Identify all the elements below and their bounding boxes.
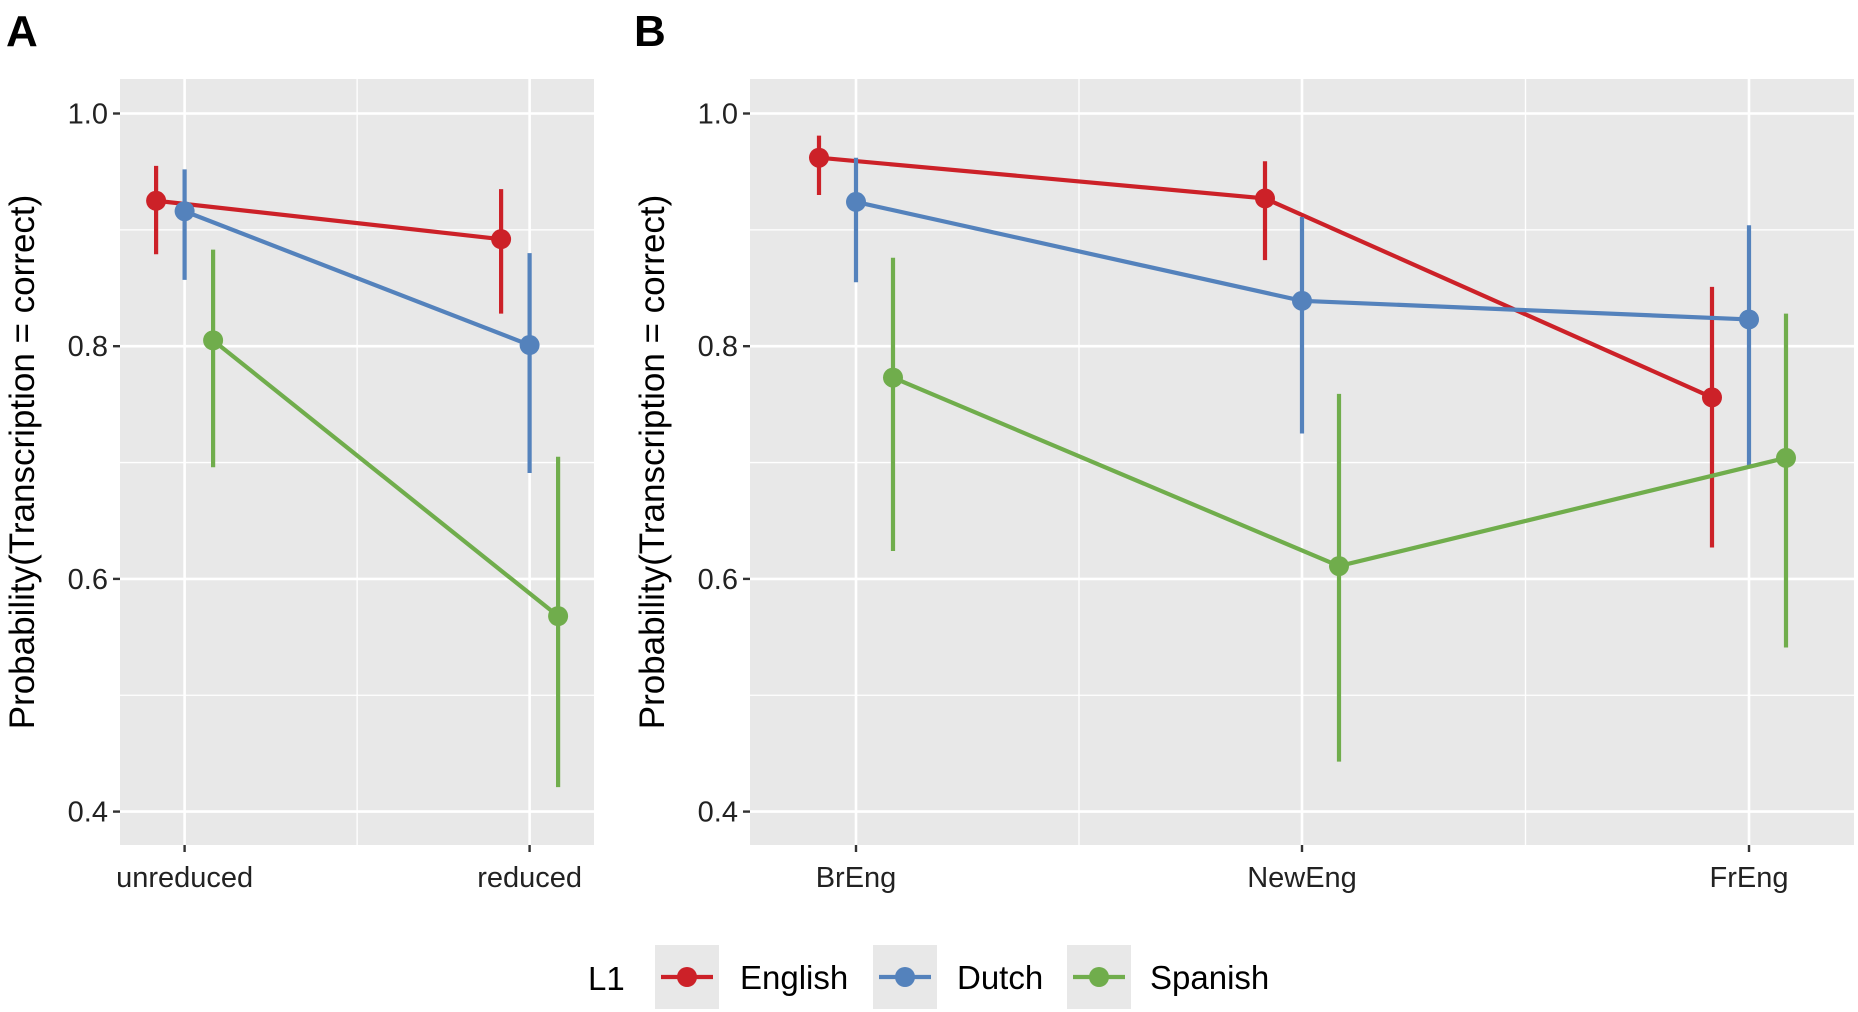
data-point — [203, 330, 224, 351]
legend-key-point — [1089, 967, 1109, 987]
y-axis-title-b: Probability(Transcription = correct) — [633, 195, 672, 730]
legend-entry-dutch: Dutch — [873, 945, 1043, 1009]
y-tick-label: 1.0 — [68, 99, 108, 131]
y-tick-label: 1.0 — [698, 99, 738, 131]
data-point — [548, 606, 569, 627]
panel-b: B Probability(Transcription = correct) 0… — [633, 7, 1854, 894]
series-dutch — [846, 157, 1759, 467]
data-point — [1255, 188, 1275, 209]
x-tick-label-breng: BrEng — [816, 862, 897, 894]
series-english — [809, 135, 1722, 548]
x-tick-label-reduced: reduced — [477, 862, 582, 894]
series-line-spanish — [211, 338, 560, 618]
series-line-dutch — [183, 209, 531, 347]
legend-title: L1 — [588, 960, 625, 997]
data-point — [491, 229, 512, 250]
data-point — [1739, 309, 1759, 330]
x-tick-label-freng: FrEng — [1710, 862, 1789, 894]
y-tick-label: 0.6 — [698, 564, 738, 596]
legend-entry-spanish: Spanish — [1067, 945, 1269, 1009]
data-point — [1329, 556, 1349, 577]
legend-label: English — [740, 959, 848, 996]
series-spanish — [883, 257, 1796, 762]
x-tick-label-unreduced: unreduced — [116, 862, 253, 894]
data-point — [846, 191, 866, 212]
panel-label-b: B — [634, 7, 666, 56]
legend-key-point — [677, 967, 697, 987]
y-tick-label: 0.6 — [68, 564, 108, 596]
y-tick-label: 0.8 — [68, 331, 108, 363]
legend: L1 English Dutch Spanish — [588, 945, 1269, 1009]
x-tick-label-neweng: NewEng — [1247, 862, 1357, 894]
y-axis-title-a: Probability(Transcription = correct) — [3, 195, 42, 730]
panel-label-a: A — [6, 7, 38, 56]
legend-key-point — [895, 967, 915, 987]
data-point — [809, 147, 829, 168]
series-english — [146, 165, 512, 314]
y-tick-label: 0.4 — [68, 797, 108, 829]
series-spanish — [203, 249, 569, 788]
legend-label: Spanish — [1150, 959, 1269, 996]
data-point — [1702, 387, 1722, 408]
data-point — [1292, 290, 1312, 311]
data-point — [519, 335, 540, 356]
y-tick-label: 0.4 — [698, 797, 738, 829]
y-tick-label: 0.8 — [698, 331, 738, 363]
series-dutch — [174, 169, 540, 474]
legend-entry-english: English — [655, 945, 848, 1009]
data-point — [174, 201, 195, 222]
data-point — [883, 367, 903, 388]
panel-a: A Probability(Transcription = correct) 0… — [3, 7, 594, 894]
legend-label: Dutch — [957, 959, 1043, 996]
series-line-english — [155, 198, 502, 242]
data-point — [146, 190, 167, 211]
data-point — [1776, 447, 1796, 468]
